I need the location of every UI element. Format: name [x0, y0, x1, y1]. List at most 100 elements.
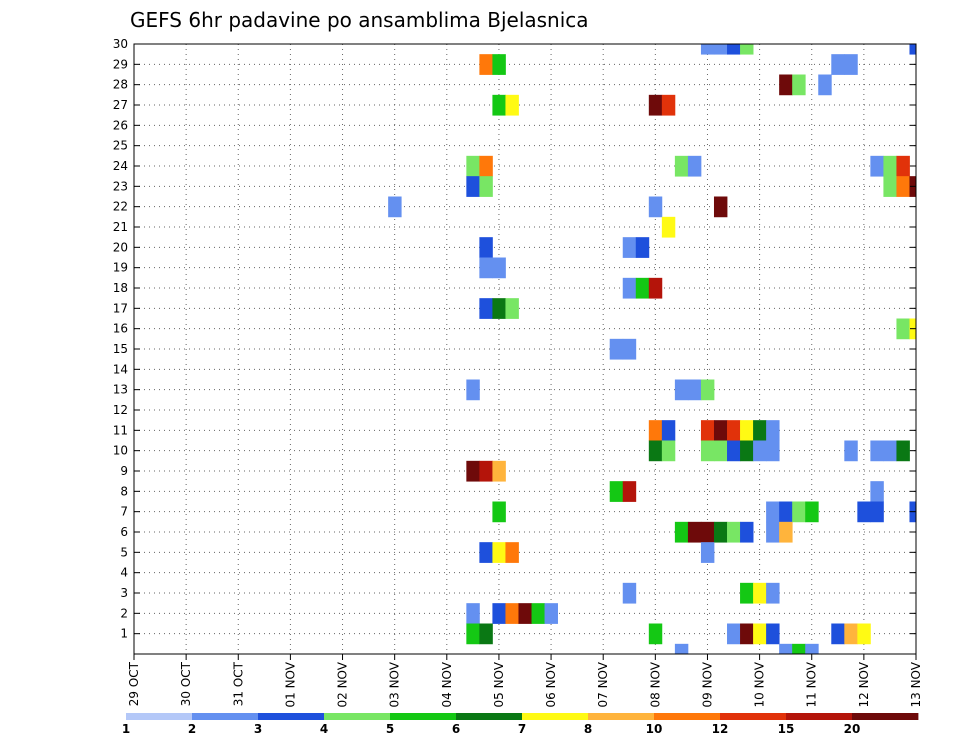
colorbar-label: 5	[386, 722, 394, 736]
heatmap-cell	[779, 74, 793, 96]
y-tick-label: 6	[120, 525, 128, 539]
heatmap-cell	[740, 44, 754, 55]
y-tick-label: 30	[113, 37, 128, 51]
chart-title: GEFS 6hr padavine po ansamblima Bjelasni…	[130, 8, 589, 32]
heatmap-cell	[870, 440, 884, 462]
x-tick-label: 29 OCT	[127, 661, 141, 706]
heatmap-cell	[700, 542, 715, 563]
heatmap-cell	[779, 521, 793, 543]
colorbar-label: 12	[712, 722, 729, 736]
y-tick-label: 13	[113, 383, 128, 397]
heatmap-cell	[648, 196, 663, 218]
heatmap-cell	[479, 623, 493, 645]
y-tick-label: 2	[120, 606, 128, 620]
y-tick-label: 15	[113, 342, 128, 356]
heatmap-cell	[857, 501, 871, 523]
heatmap-cell	[648, 440, 663, 462]
heatmap-cell	[818, 74, 832, 96]
heatmap-cell	[492, 501, 506, 523]
heatmap-cell	[622, 338, 637, 360]
heatmap-cell	[492, 54, 506, 75]
heatmap-cell	[713, 196, 728, 218]
heatmap-cell	[896, 155, 910, 177]
heatmap-cell	[609, 338, 624, 360]
heatmap-cell	[779, 501, 793, 523]
y-tick-label: 1	[120, 627, 128, 641]
colorbar-label: 20	[844, 722, 861, 736]
x-axis: 29 OCT 30 OCT 31 OCT 01 NOV 02 NOV 03 NOV 04 N…	[127, 654, 923, 708]
colorbar-label: 1	[122, 722, 130, 736]
heatmap-cell	[792, 501, 806, 523]
y-tick-label: 11	[113, 423, 128, 437]
y-tick-label: 4	[120, 566, 128, 580]
heatmap-cell	[896, 318, 910, 340]
heatmap-cell	[831, 623, 845, 645]
heatmap-cell	[896, 440, 910, 462]
x-tick-label: 13 NOV	[909, 661, 923, 707]
x-tick-label: 11 NOV	[805, 661, 819, 707]
y-tick-label: 9	[120, 464, 128, 478]
x-tick-label: 09 NOV	[700, 661, 714, 707]
y-tick-label: 17	[113, 301, 128, 315]
heatmap-cell	[635, 277, 650, 299]
heatmap-cell	[622, 277, 637, 299]
heatmap-cell	[831, 54, 845, 75]
colorbar: 1 2 3 4 5 6 7 8 10 12 15 20	[122, 713, 919, 736]
heatmap-cell	[753, 623, 767, 645]
x-tick-label: 05 NOV	[492, 661, 506, 707]
colorbar-label: 8	[584, 722, 592, 736]
heatmap-cell	[766, 521, 780, 543]
heatmap-cell	[727, 44, 741, 55]
heatmap-cell	[505, 603, 519, 624]
heatmap-cell	[544, 603, 558, 624]
y-tick-label: 29	[113, 57, 128, 71]
heatmap-cell	[844, 54, 858, 75]
grid-lines	[134, 43, 916, 654]
x-tick-label: 07 NOV	[596, 661, 610, 707]
heatmap-cell	[466, 176, 480, 197]
heatmap-cell	[505, 298, 519, 319]
y-tick-label: 25	[113, 139, 128, 153]
heatmap-cells	[388, 44, 917, 655]
heatmap-cell	[648, 94, 663, 116]
heatmap-cell	[622, 481, 637, 502]
heatmap-cell	[883, 440, 897, 462]
y-tick-label: 14	[113, 362, 128, 376]
heatmap-cell	[674, 155, 689, 177]
heatmap-cell	[740, 440, 754, 462]
heatmap-cell	[492, 603, 506, 624]
heatmap-cell	[492, 298, 506, 319]
heatmap-cell	[505, 94, 519, 116]
colorbar-swatch	[192, 713, 259, 720]
heatmap-cell	[713, 420, 728, 441]
heatmap-cell	[674, 379, 689, 401]
x-tick-label: 02 NOV	[336, 661, 350, 707]
heatmap-cell	[857, 623, 871, 645]
y-tick-label: 19	[113, 261, 128, 275]
heatmap-cell	[492, 542, 506, 563]
colorbar-label: 2	[188, 722, 196, 736]
x-tick-label: 12 NOV	[857, 661, 871, 707]
heatmap-cell	[870, 481, 884, 502]
y-tick-label: 3	[120, 586, 128, 600]
heatmap-cell	[870, 501, 884, 523]
heatmap-cell	[713, 44, 728, 55]
heatmap-cell	[635, 237, 650, 258]
heatmap-cell	[505, 542, 519, 563]
y-tick-label: 27	[113, 98, 128, 112]
heatmap-cell	[518, 603, 532, 624]
heatmap-cell	[909, 44, 917, 55]
heatmap-cell	[661, 420, 676, 441]
x-tick-label: 01 NOV	[283, 661, 297, 707]
heatmap-cell	[466, 155, 480, 177]
x-tick-label: 10 NOV	[753, 661, 767, 707]
heatmap-cell	[388, 196, 402, 218]
colorbar-swatch	[720, 713, 787, 720]
heatmap-cell	[844, 623, 858, 645]
heatmap-cell	[766, 440, 780, 462]
colorbar-label: 15	[778, 722, 795, 736]
y-tick-label: 21	[113, 220, 128, 234]
heatmap-cell	[648, 420, 663, 441]
heatmap-cell	[674, 643, 689, 655]
